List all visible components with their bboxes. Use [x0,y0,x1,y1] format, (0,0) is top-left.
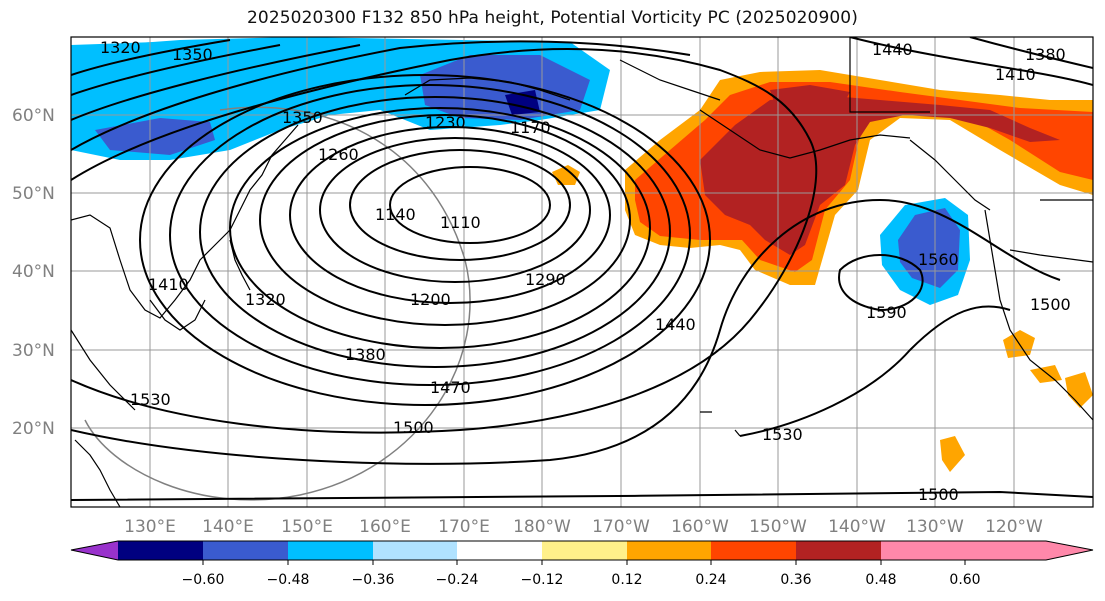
lon-label: 160°W [671,517,729,537]
colorbar-tick-label: −0.36 [352,572,395,588]
colorbar-extend-low [71,541,118,560]
contour-label: 1170 [510,118,551,137]
range-ring [84,106,471,501]
contour-label: 1500 [918,485,959,504]
colorbar-segment [711,541,796,560]
pv-positive-shading [552,70,1093,472]
latitude-labels: 60°N 50°N 40°N 30°N 20°N [12,106,55,439]
contour-label: 1110 [440,213,481,232]
colorbar-tick-label: 0.48 [865,572,896,588]
colorbar-segment [542,541,627,560]
lon-label: 130°W [906,517,964,537]
colorbar-segment [457,541,542,560]
colorbar-tick-label: −0.12 [521,572,564,588]
contour-label: 1530 [130,390,171,409]
colorbar-segment [627,541,711,560]
colorbar-tick-label: 0.60 [949,572,980,588]
lat-label: 40°N [12,262,55,282]
contour-label: 1440 [872,40,913,59]
colorbar-tick-label: −0.60 [182,572,225,588]
colorbar-segment [881,541,965,560]
pv-negative-shading [71,37,970,305]
contour-label: 1500 [393,418,434,437]
colorbar-segment [118,541,203,560]
contour-label: 1380 [345,345,386,364]
colorbar: −0.60 −0.48 −0.36 −0.24 −0.12 0.12 0.24 … [70,540,1094,588]
contour-label: 1530 [762,425,803,444]
contour-label: 1260 [318,145,359,164]
contour-label: 1320 [100,38,141,57]
colorbar-outline [70,540,1094,561]
colorbar-tick-label: −0.48 [267,572,310,588]
colorbar-segment [288,541,373,560]
colorbar-tick-label: 0.24 [695,572,726,588]
contour-label: 1140 [375,205,416,224]
longitude-labels: 130°E 140°E 150°E 160°E 170°E 180°W 170°… [124,517,1043,537]
lon-label: 170°W [592,517,650,537]
contour-label: 1470 [430,378,471,397]
colorbar-tick-label: 0.12 [611,572,642,588]
lat-label: 50°N [12,184,55,204]
colorbar-segment [373,541,457,560]
lon-label: 140°E [202,517,254,537]
lon-label: 170°E [438,517,490,537]
lon-label: 140°W [828,517,886,537]
contour-label: 1560 [918,250,959,269]
lon-label: 150°E [281,517,333,537]
coastlines [71,37,1093,507]
colorbar-segment [203,541,288,560]
lon-label: 120°W [985,517,1043,537]
contour-labels: 1320 1350 1350 1260 1230 1170 1140 1110 … [100,38,1071,504]
colorbar-ticks [202,560,966,565]
lat-label: 60°N [12,106,55,126]
graticule [71,37,1093,507]
lon-label: 180°W [513,517,571,537]
contour-label: 1230 [425,113,466,132]
height-contours [71,37,1093,501]
lon-label: 150°W [749,517,807,537]
contour-label: 1590 [866,303,907,322]
lon-label: 130°E [124,517,176,537]
lat-label: 20°N [12,419,55,439]
map-title: 2025020300 F132 850 hPa height, Potentia… [247,8,858,28]
contour-label: 1380 [1025,45,1066,64]
contour-label: 1290 [525,270,566,289]
lon-label: 160°E [359,517,411,537]
contour-label: 1200 [410,290,451,309]
contour-label: 1410 [995,65,1036,84]
contour-label: 1320 [245,290,286,309]
contour-label: 1500 [1030,295,1071,314]
map-frame [70,36,1094,508]
colorbar-tick-label: 0.36 [780,572,811,588]
contour-label: 1350 [282,108,323,127]
colorbar-tick-label: −0.24 [436,572,479,588]
contour-label: 1440 [655,315,696,334]
lat-label: 30°N [12,341,55,361]
colorbar-segment [796,541,881,560]
contour-label: 1410 [148,275,189,294]
contour-label: 1350 [172,45,213,64]
